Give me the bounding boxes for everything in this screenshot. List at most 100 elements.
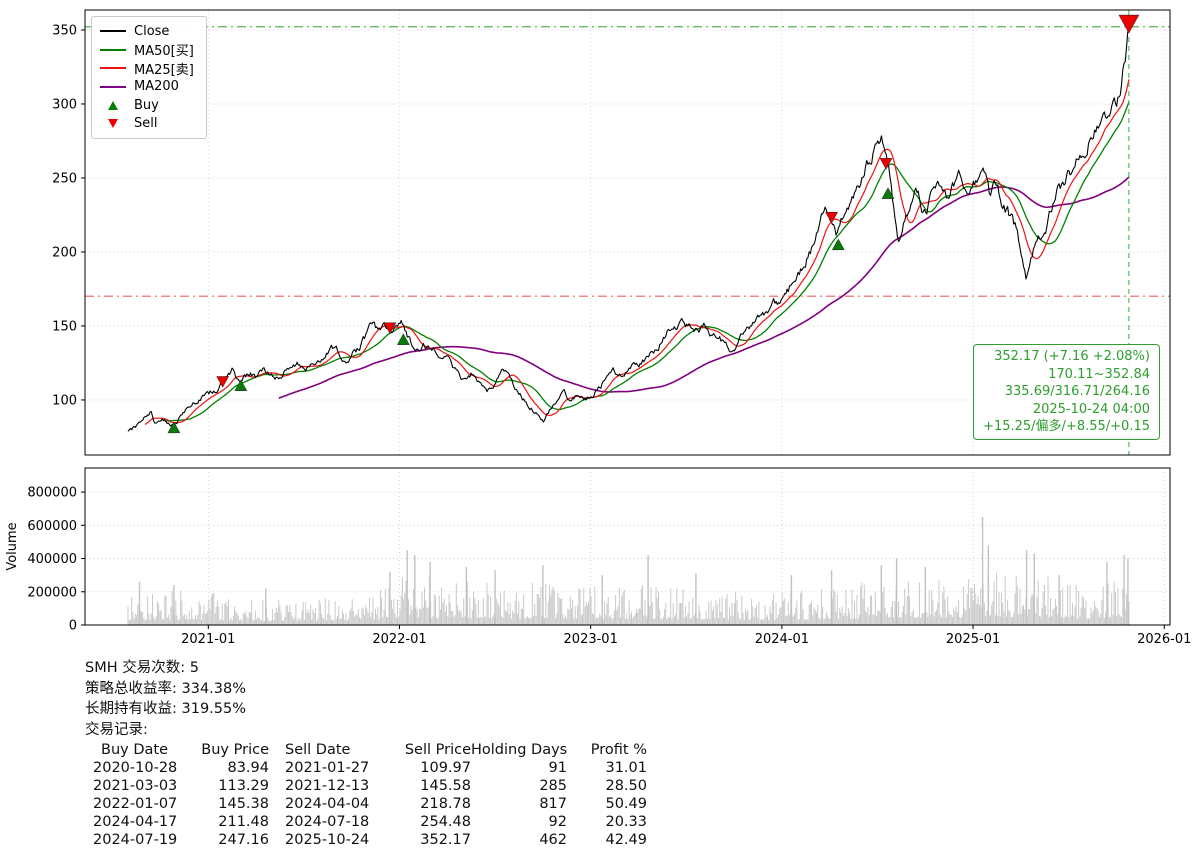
trade-cell: 2024-07-18 bbox=[285, 814, 370, 830]
trade-cell: 2021-01-27 bbox=[285, 760, 370, 776]
buyhold-return-line: 长期持有收益: 319.55% bbox=[85, 701, 247, 717]
trade-cell: 2024-07-19 bbox=[93, 832, 178, 848]
legend-label-sell: Sell bbox=[134, 116, 158, 131]
buy-marker bbox=[234, 379, 248, 391]
buy-marker bbox=[831, 238, 845, 251]
trades-col-header: Buy Price bbox=[201, 742, 269, 758]
trades-header-row: Buy Date Buy Price Sell Date Sell Price Hold… bbox=[85, 741, 647, 759]
legend-item-ma50: MA50[买] bbox=[100, 43, 194, 59]
trade-cell: 2021-03-03 bbox=[93, 778, 178, 794]
trade-cell: 254.48 bbox=[420, 814, 471, 830]
trade-cell: 91 bbox=[548, 760, 567, 776]
trades-col-header: Buy Date bbox=[101, 742, 168, 758]
svg-text:400000: 400000 bbox=[27, 552, 77, 567]
price-volume-chart-canvas: 2021-01 2022-01 2023-01 2024-01 2025-01 2026-… bbox=[5, 9, 1191, 647]
trade-row: 2021-03-03 113.29 2021-12-13 145.58 285 28.50 bbox=[85, 777, 647, 795]
legend-item-ma25: MA25[卖] bbox=[100, 61, 194, 78]
trade-cell: 109.97 bbox=[420, 760, 471, 776]
trade-cell: 28.50 bbox=[605, 778, 647, 794]
legend-item-buy: Buy bbox=[100, 97, 194, 113]
trade-cell: 2025-10-24 bbox=[285, 832, 370, 848]
trade-cell: 218.78 bbox=[420, 796, 471, 812]
annotation-range: 170.11~352.84 bbox=[1048, 366, 1150, 382]
trade-cell: 2024-04-04 bbox=[285, 796, 370, 812]
trade-cell: 20.33 bbox=[605, 814, 647, 830]
sell-marker bbox=[216, 376, 230, 388]
svg-text:100: 100 bbox=[52, 393, 77, 408]
trade-cell: 42.49 bbox=[605, 832, 647, 848]
trade-cell: 92 bbox=[548, 814, 567, 830]
annotation-ma-values: 335.69/316.71/264.16 bbox=[1004, 384, 1150, 400]
trade-log-title: 交易记录: bbox=[85, 721, 148, 738]
svg-text:200000: 200000 bbox=[27, 585, 77, 600]
trade-cell: 211.48 bbox=[218, 814, 269, 830]
buy-marker-icon bbox=[100, 100, 126, 110]
svg-text:350: 350 bbox=[52, 23, 77, 38]
svg-text:200: 200 bbox=[52, 245, 77, 260]
legend-label-buy: Buy bbox=[134, 97, 159, 113]
trade-cell: 352.17 bbox=[420, 832, 471, 848]
trade-cell: 31.01 bbox=[605, 760, 647, 776]
trade-cell: 2021-12-13 bbox=[285, 778, 370, 794]
trade-cell: 50.49 bbox=[605, 796, 647, 812]
buy-marker bbox=[881, 187, 895, 199]
svg-text:600000: 600000 bbox=[27, 519, 77, 534]
annotation-indicators: +15.25/偏多/+8.55/+0.15 bbox=[983, 419, 1150, 435]
trade-cell: 817 bbox=[539, 796, 567, 812]
legend-item-ma200: MA200 bbox=[100, 79, 194, 94]
quote-annotation-box: 352.17 (+7.16 +2.08%) 170.11~352.84 335.… bbox=[973, 344, 1160, 440]
legend-label-ma50: MA50[买] bbox=[134, 44, 194, 59]
legend-label-ma25: MA25[卖] bbox=[134, 62, 194, 78]
svg-text:300: 300 bbox=[52, 97, 77, 112]
sell-marker-icon bbox=[100, 119, 126, 128]
svg-text:2021-01: 2021-01 bbox=[181, 632, 235, 647]
buy-marker bbox=[396, 333, 410, 345]
trade-row: 2022-01-07 145.38 2024-04-04 218.78 817 50.49 bbox=[85, 795, 647, 813]
sell-marker bbox=[825, 211, 839, 224]
trade-cell: 285 bbox=[539, 778, 567, 794]
trades-table: Buy Date Buy Price Sell Date Sell Price Hold… bbox=[85, 741, 647, 849]
trade-cell: 2022-01-07 bbox=[93, 796, 178, 812]
trade-cell: 462 bbox=[539, 832, 567, 848]
trade-cell: 83.94 bbox=[227, 760, 269, 776]
legend-label-close: Close bbox=[134, 23, 170, 39]
ma200-line-swatch bbox=[100, 85, 126, 88]
svg-text:2023-01: 2023-01 bbox=[564, 632, 618, 647]
sell-marker bbox=[383, 322, 397, 335]
svg-text:2026-01: 2026-01 bbox=[1137, 632, 1191, 647]
trade-cell: 113.29 bbox=[218, 778, 269, 794]
svg-text:250: 250 bbox=[52, 171, 77, 186]
trade-row: 2020-10-28 83.94 2021-01-27 109.97 91 31.01 bbox=[85, 759, 647, 777]
strategy-return-line: 策略总收益率: 334.38% bbox=[85, 680, 247, 697]
legend-label-ma200: MA200 bbox=[134, 79, 179, 94]
chart-legend: Close MA50[买] MA25[卖] MA200 Buy Sell bbox=[91, 16, 207, 139]
legend-item-close: Close bbox=[100, 23, 194, 39]
trade-cell: 247.16 bbox=[218, 832, 269, 848]
trade-row: 2024-04-17 211.48 2024-07-18 254.48 92 20.33 bbox=[85, 813, 647, 831]
trade-cell: 145.38 bbox=[218, 796, 269, 812]
trade-count-line: SMH 交易次数: 5 bbox=[85, 660, 199, 676]
legend-item-sell: Sell bbox=[100, 116, 194, 131]
trades-col-header: Holding Days bbox=[471, 742, 568, 758]
trades-col-header: Sell Date bbox=[285, 742, 351, 758]
trade-row: 2024-07-19 247.16 2025-10-24 352.17 462 42.49 bbox=[85, 831, 647, 849]
svg-text:2025-01: 2025-01 bbox=[946, 632, 1000, 647]
ma50-line-swatch bbox=[100, 48, 126, 51]
svg-text:800000: 800000 bbox=[27, 486, 77, 501]
ma25-line-swatch bbox=[100, 67, 126, 69]
close-line-swatch bbox=[100, 30, 126, 32]
buy-marker bbox=[167, 421, 181, 434]
svg-text:2024-01: 2024-01 bbox=[755, 632, 809, 647]
sell-marker bbox=[879, 158, 893, 170]
trade-cell: 2024-04-17 bbox=[93, 814, 178, 830]
svg-text:2022-01: 2022-01 bbox=[372, 632, 426, 647]
trade-cell: 2020-10-28 bbox=[93, 760, 178, 776]
trades-col-header: Sell Price bbox=[404, 742, 471, 758]
annotation-price-change: 352.17 (+7.16 +2.08%) bbox=[994, 349, 1150, 364]
trades-col-header: Profit % bbox=[590, 742, 647, 758]
svg-text:0: 0 bbox=[69, 619, 77, 634]
svg-text:Volume: Volume bbox=[5, 522, 20, 570]
svg-text:150: 150 bbox=[52, 319, 77, 334]
trade-cell: 145.58 bbox=[420, 778, 471, 794]
